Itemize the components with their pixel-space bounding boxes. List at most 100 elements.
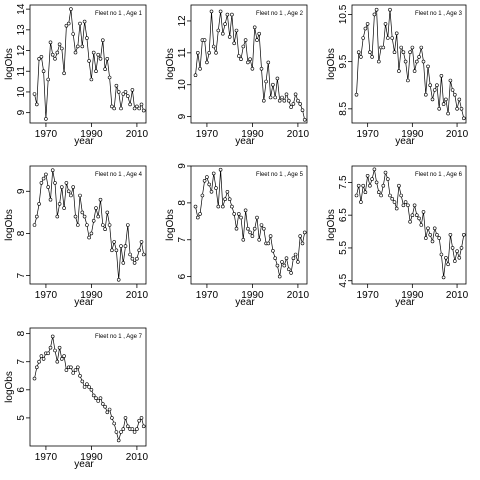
data-point: [44, 172, 48, 177]
data-point: [450, 246, 455, 250]
data-point: [200, 193, 205, 198]
y-axis-label: logObs: [4, 48, 15, 80]
y-tick-label: 11: [177, 47, 188, 58]
data-point: [284, 256, 289, 261]
data-point: [354, 193, 359, 198]
data-point: [397, 69, 401, 73]
data-point: [250, 234, 255, 238]
data-point: [198, 67, 202, 71]
data-point: [383, 170, 388, 175]
data-point: [53, 348, 57, 353]
data-point: [368, 50, 372, 55]
data-point: [392, 200, 397, 204]
data-point: [365, 22, 370, 26]
x-tick-label: 1970: [357, 290, 380, 301]
chart-panel: Fleet no 1 , Age 1 1970 1990 2010 9 10 11 12 13 1…: [4, 3, 148, 147]
data-point: [250, 67, 255, 71]
data-point: [98, 396, 103, 401]
data-point: [221, 204, 225, 209]
x-tick-label: 2010: [126, 290, 149, 301]
data-point: [126, 424, 130, 429]
data-point: [430, 97, 435, 102]
data-point: [55, 214, 60, 219]
x-axis-label: year: [74, 459, 94, 470]
data-point: [71, 32, 75, 36]
data-point: [412, 69, 417, 73]
data-point: [107, 223, 112, 227]
data-point: [141, 252, 146, 257]
data-point: [139, 240, 144, 244]
data-point: [32, 376, 37, 381]
series-line: [356, 9, 465, 119]
y-tick-label: 6: [16, 387, 27, 393]
data-point: [32, 223, 37, 227]
y-tick-label: 7.5: [338, 175, 349, 189]
data-point: [89, 231, 94, 236]
data-point: [41, 176, 46, 181]
data-point: [448, 78, 453, 83]
data-point: [234, 226, 239, 231]
data-point: [103, 67, 107, 71]
data-point: [399, 193, 404, 198]
data-point: [428, 233, 433, 237]
data-point: [76, 223, 80, 227]
y-tick-label: 13: [16, 24, 27, 36]
data-point: [137, 248, 141, 253]
data-point: [227, 35, 232, 39]
data-point: [356, 50, 361, 55]
data-point: [128, 252, 132, 257]
data-point: [296, 260, 300, 264]
y-tick-label: 6: [177, 273, 188, 279]
x-tick-label: 1970: [35, 129, 58, 140]
y-tick-label: 6.5: [338, 208, 349, 222]
chart-panel: Fleet no 1 , Age 3 1970 1990 2010 8.5 9.5 10.5…: [326, 4, 469, 147]
y-tick-label: 7: [16, 358, 27, 364]
data-point: [252, 25, 257, 30]
data-point: [259, 223, 264, 227]
data-point: [91, 393, 96, 398]
data-point: [73, 214, 78, 219]
data-point: [207, 182, 211, 187]
chart-panel: Fleet no 1 , Age 4 1970 1990 2010 7 8 9 year log…: [4, 165, 149, 308]
data-point: [289, 271, 293, 275]
data-point: [80, 379, 85, 384]
data-point: [103, 227, 107, 231]
data-point: [114, 430, 119, 434]
data-point: [365, 174, 370, 178]
data-point: [230, 204, 234, 209]
data-point: [275, 263, 280, 268]
data-point: [94, 396, 98, 401]
data-point: [277, 274, 282, 279]
data-point: [368, 183, 372, 188]
data-point: [121, 427, 126, 431]
data-point: [241, 44, 246, 49]
data-point: [89, 387, 94, 392]
y-tick-label: 9: [177, 113, 188, 119]
y-tick-label: 11: [16, 66, 27, 77]
data-point: [114, 248, 119, 253]
data-point: [268, 234, 273, 238]
data-point: [50, 52, 55, 57]
data-point: [370, 177, 374, 181]
series-line: [195, 11, 306, 120]
data-point: [121, 92, 126, 96]
data-point: [237, 54, 241, 58]
data-point: [41, 357, 46, 361]
x-tick-label: 2010: [126, 452, 149, 463]
data-point: [298, 234, 303, 238]
data-point: [432, 88, 437, 92]
data-point: [130, 427, 135, 431]
data-point: [89, 77, 94, 82]
x-tick-label: 2010: [287, 290, 310, 301]
data-point: [421, 210, 426, 214]
data-point: [101, 402, 105, 406]
y-tick-label: 8: [177, 200, 188, 206]
data-point: [78, 193, 82, 198]
data-point: [53, 181, 57, 185]
data-point: [461, 116, 466, 121]
data-point: [126, 223, 130, 227]
data-point: [414, 59, 419, 64]
data-point: [59, 46, 64, 51]
data-point: [55, 359, 60, 364]
